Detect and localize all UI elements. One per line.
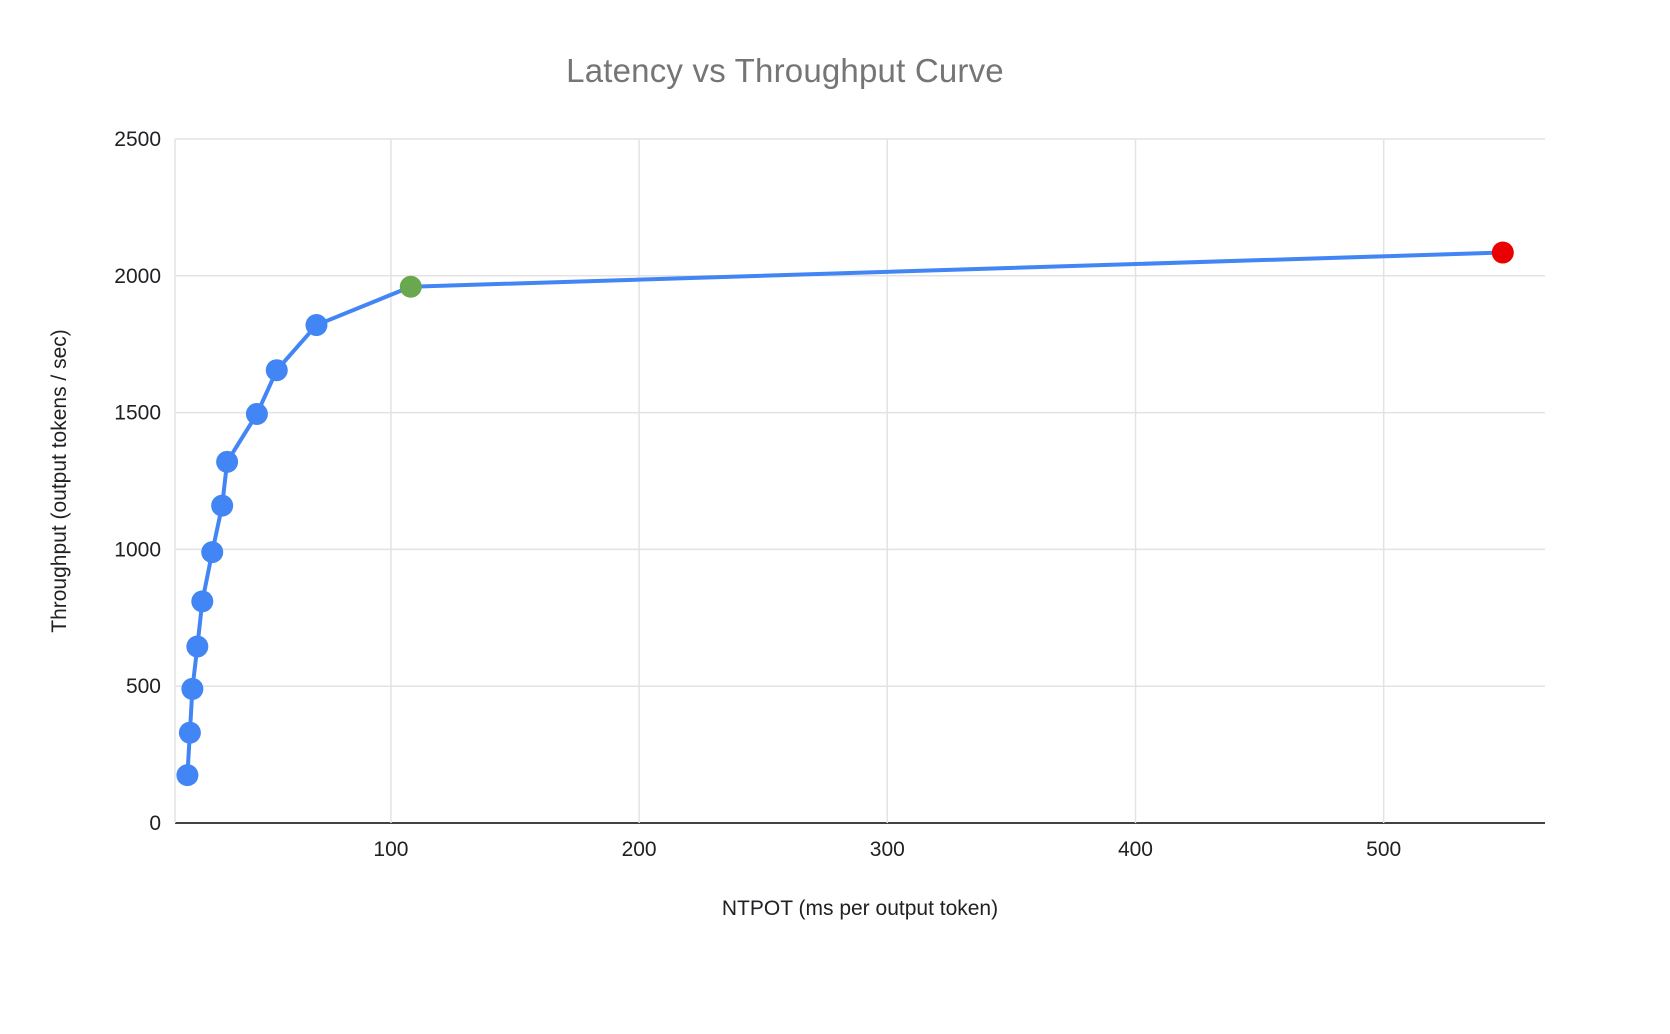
- y-tick-label-2500: 2500: [114, 128, 161, 151]
- y-tick-label-0: 0: [149, 812, 161, 835]
- data-point-3[interactable]: [181, 677, 204, 700]
- y-axis-title: Throughput (output tokens / sec): [48, 329, 71, 633]
- data-point-6[interactable]: [201, 541, 224, 564]
- data-point-9[interactable]: [245, 402, 268, 425]
- x-tick-label-300: 300: [870, 838, 905, 861]
- green-highlight-point[interactable]: [399, 275, 422, 298]
- data-point-11[interactable]: [305, 314, 328, 337]
- data-point-4[interactable]: [186, 635, 209, 658]
- x-tick-label-200: 200: [622, 838, 657, 861]
- x-tick-label-400: 400: [1118, 838, 1153, 861]
- y-tick-label-1500: 1500: [114, 402, 161, 425]
- data-point-8[interactable]: [216, 450, 239, 473]
- y-tick-label-2000: 2000: [114, 265, 161, 288]
- data-point-1[interactable]: [176, 764, 199, 787]
- x-tick-label-500: 500: [1366, 838, 1401, 861]
- y-tick-label-500: 500: [126, 675, 161, 698]
- x-tick-label-100: 100: [373, 838, 408, 861]
- data-point-10[interactable]: [265, 359, 288, 382]
- data-point-5[interactable]: [191, 590, 214, 613]
- y-tick-label-1000: 1000: [114, 538, 161, 561]
- data-point-7[interactable]: [211, 494, 234, 517]
- red-highlight-point[interactable]: [1491, 241, 1514, 264]
- data-point-2[interactable]: [178, 721, 201, 744]
- chart-title: Latency vs Throughput Curve: [566, 52, 1004, 89]
- series-line: [185, 250, 1505, 778]
- x-axis-title: NTPOT (ms per output token): [722, 897, 998, 920]
